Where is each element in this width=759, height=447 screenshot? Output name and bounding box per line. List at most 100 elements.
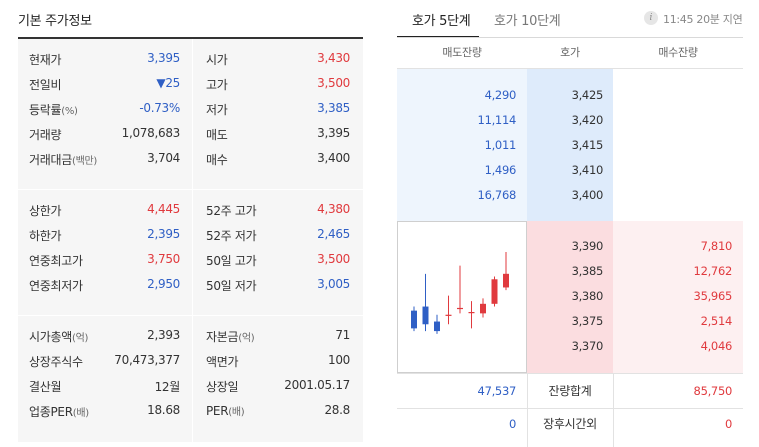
info-label: 고가 (206, 78, 228, 92)
info-label: 연중최저가 (29, 279, 83, 293)
title-divider (18, 37, 363, 39)
info-label: 전일비 (29, 78, 62, 92)
total-ask-qty: 47,537 (477, 384, 517, 398)
company-info-block: 시가총액(억) 2,393 자본금(억) 71 상장주식수 70,473,377 액면가 10… (18, 316, 363, 442)
info-label: 거래량 (29, 128, 62, 142)
bid-qty: 4,046 (700, 339, 733, 353)
info-row: 하한가 2,395 52주 저가 2,465 (18, 223, 363, 248)
info-row: 연중최고가 3,750 50일 고가 3,500 (18, 248, 363, 273)
column-divider (192, 39, 193, 189)
info-label: 시가총액(억) (29, 330, 89, 344)
ask-qty: 1,496 (484, 163, 517, 177)
price-info-block: 현재가 3,395 시가 3,430 전일비 ▼25 고가 3,500 등락률(%) -0.73%… (18, 39, 363, 189)
info-value: 2,465 (317, 227, 350, 241)
info-value: 3,704 (147, 151, 180, 165)
candle-body (457, 307, 463, 310)
info-row: 상한가 4,445 52주 고가 4,380 (18, 198, 363, 223)
bid-price-area (527, 221, 613, 373)
unit-label: (억) (71, 333, 89, 344)
info-value: 1,078,683 (121, 126, 181, 140)
info-row: 상장주식수 70,473,377 액면가 100 (18, 349, 363, 374)
unit-label: (억) (238, 333, 255, 344)
info-row: 거래대금(백만) 3,704 매수 3,400 (18, 147, 363, 172)
info-value: 71 (335, 328, 350, 342)
info-label: 상장일 (206, 380, 239, 394)
bid-area (613, 221, 743, 373)
after-hours-ask-qty: 0 (508, 417, 516, 431)
tabs-divider (397, 37, 743, 38)
info-value: 18.68 (147, 403, 180, 417)
bid-price[interactable]: 3,370 (571, 339, 604, 353)
range-info-block: 상한가 4,445 52주 고가 4,380 하한가 2,395 52주 저가 2,465 연중… (18, 190, 363, 315)
total-label: 잔량합계 (548, 384, 592, 398)
info-value: 3,395 (147, 51, 180, 65)
ask-price[interactable]: 3,415 (571, 138, 604, 152)
ask-qty: 1,011 (484, 138, 517, 152)
info-value: 4,445 (147, 202, 180, 216)
info-label: 50일 저가 (206, 279, 257, 293)
info-value: 2,393 (147, 328, 180, 342)
ask-qty: 11,114 (477, 113, 517, 127)
candle-body (480, 303, 486, 314)
info-icon[interactable]: i (644, 11, 658, 25)
ask-qty: 16,768 (477, 188, 517, 202)
ask-price[interactable]: 3,425 (571, 88, 604, 102)
info-label: 하한가 (29, 229, 62, 243)
info-row: 등락률(%) -0.73% 저가 3,385 (18, 97, 363, 122)
bid-qty: 35,965 (693, 289, 733, 303)
info-value: 2001.05.17 (284, 378, 350, 392)
info-row: 전일비 ▼25 고가 3,500 (18, 72, 363, 97)
info-value: 3,005 (317, 277, 350, 291)
header-bid-qty: 매수잔량 (658, 46, 698, 59)
delay-note: 11:45 20분 지연 (663, 13, 743, 26)
info-label: 시가 (206, 53, 228, 67)
info-value: 3,395 (317, 126, 350, 140)
info-label: 52주 저가 (206, 229, 257, 243)
candle-body (491, 279, 498, 304)
total-bid-qty: 85,750 (693, 384, 733, 398)
info-row: 현재가 3,395 시가 3,430 (18, 47, 363, 72)
info-label: 상장주식수 (29, 355, 83, 369)
info-value: 2,950 (147, 277, 180, 291)
ask-price[interactable]: 3,410 (571, 163, 604, 177)
sum-separator-right (613, 374, 614, 447)
info-label: 자본금(억) (206, 330, 255, 344)
unit-label: (배) (228, 407, 245, 418)
mini-candle-chart (397, 221, 527, 373)
info-value: 3,500 (317, 252, 350, 266)
info-label: 매수 (206, 153, 228, 167)
sum-separator-left (527, 374, 528, 447)
info-row: 업종PER(배) 18.68 PER(배) 28.8 (18, 399, 363, 424)
info-label: 현재가 (29, 53, 62, 67)
info-value: -0.73% (139, 101, 180, 115)
bid-price[interactable]: 3,390 (571, 239, 604, 253)
candle-body (503, 273, 509, 288)
ask-qty: 4,290 (484, 88, 517, 102)
ask-area (397, 69, 527, 221)
info-label: 연중최고가 (29, 254, 83, 268)
info-label: PER(배) (206, 404, 245, 418)
bid-qty: 7,810 (700, 239, 733, 253)
tab-5-levels[interactable]: 호가 5단계 (412, 14, 471, 29)
ask-price-area (527, 69, 613, 221)
bid-price[interactable]: 3,375 (571, 314, 604, 328)
info-label: 매도 (206, 128, 228, 142)
info-label: 거래대금(백만) (29, 153, 97, 167)
bid-price[interactable]: 3,380 (571, 289, 604, 303)
info-label: 저가 (206, 103, 228, 117)
tab-10-levels[interactable]: 호가 10단계 (494, 14, 561, 29)
unit-label: (배) (72, 408, 89, 419)
section-title: 기본 주가정보 (18, 14, 92, 29)
info-row: 거래량 1,078,683 매도 3,395 (18, 122, 363, 147)
header-ask-qty: 매도잔량 (442, 46, 482, 59)
info-value: 70,473,377 (114, 353, 180, 367)
info-value: 100 (327, 353, 350, 367)
bid-price[interactable]: 3,385 (571, 264, 604, 278)
ask-price[interactable]: 3,420 (571, 113, 604, 127)
info-row: 결산월 12월 상장일 2001.05.17 (18, 374, 363, 399)
unit-label: (백만) (71, 156, 97, 167)
ask-price[interactable]: 3,400 (571, 188, 604, 202)
info-row: 시가총액(억) 2,393 자본금(억) 71 (18, 324, 363, 349)
candle-body (411, 310, 417, 329)
candle-body (468, 312, 475, 314)
